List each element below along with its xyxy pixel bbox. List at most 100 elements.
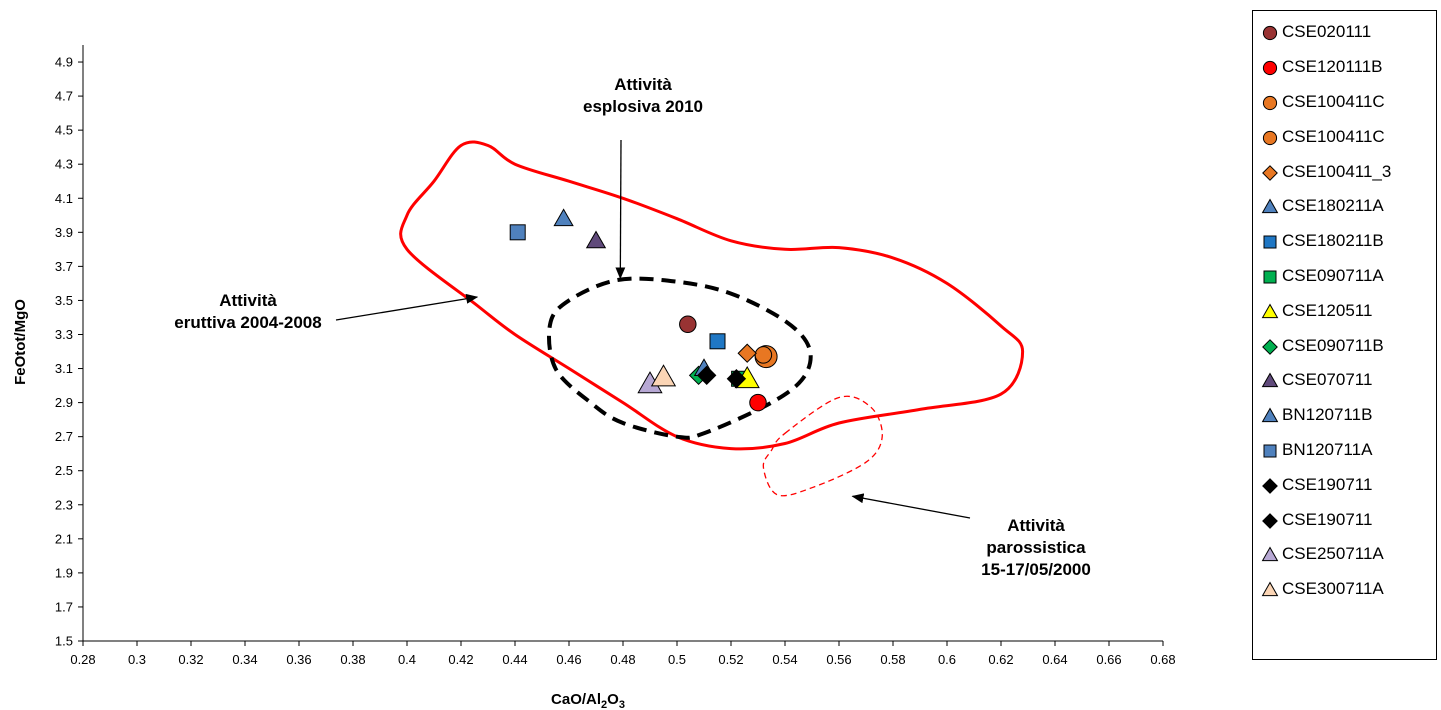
region-eruttiva-2004-2008 (399, 140, 1025, 451)
legend-label: CSE120111B (1282, 57, 1383, 77)
legend-marker (1261, 372, 1279, 388)
legend-label: CSE300711A (1282, 579, 1384, 599)
y-tick-label: 3.9 (55, 225, 73, 240)
x-tick-label: 0.48 (610, 652, 635, 667)
legend-label: CSE180211B (1282, 231, 1384, 251)
legend-label: CSE180211A (1282, 196, 1384, 216)
legend-marker (1262, 61, 1278, 76)
legend-marker (1263, 235, 1277, 249)
legend-item: BN120711B (1253, 398, 1436, 433)
data-point (650, 364, 677, 387)
y-tick-label: 3.3 (55, 327, 73, 342)
data-point (737, 343, 757, 363)
data-point (679, 315, 697, 334)
legend-item: CSE100411_3 (1253, 154, 1436, 189)
legend-label: CSE190711 (1282, 474, 1373, 494)
legend-marker (1261, 581, 1279, 597)
legend-marker (1262, 164, 1278, 181)
legend-item: CSE090711A (1253, 259, 1436, 294)
legend-marker-icon (1262, 477, 1278, 494)
legend-item: CSE020111 (1253, 15, 1436, 50)
legend-marker-icon (1261, 546, 1279, 562)
legend-marker-icon (1262, 512, 1278, 529)
annotation-eruttiva-arrow (335, 293, 479, 321)
legend-label: CSE190711 (1282, 509, 1373, 529)
x-tick-label: 0.62 (988, 652, 1013, 667)
legend-marker-icon (1262, 164, 1278, 181)
y-tick-label: 1.5 (55, 634, 73, 649)
x-tick-label: 0.28 (70, 652, 95, 667)
legend-item: CSE250711A (1253, 537, 1436, 572)
data-point (754, 346, 773, 364)
legend-marker (1262, 26, 1278, 41)
x-tick-label: 0.42 (448, 652, 473, 667)
legend-marker-icon (1263, 444, 1277, 458)
y-tick-label: 4.3 (55, 157, 73, 172)
legend-marker-icon (1262, 338, 1278, 355)
x-tick-label: 0.58 (880, 652, 905, 667)
y-tick-label: 3.5 (55, 293, 73, 308)
x-tick-label: 0.5 (668, 652, 686, 667)
y-tick-label: 2.3 (55, 497, 73, 512)
legend-label: CSE250711A (1282, 544, 1384, 564)
legend-item: BN120711A (1253, 433, 1436, 468)
annotation-eruttiva: Attività eruttiva 2004-2008 (174, 291, 321, 332)
x-tick-label: 0.44 (502, 652, 527, 667)
x-tick-label: 0.34 (232, 652, 257, 667)
legend-marker (1261, 303, 1279, 318)
annotation-esplosiva-arrow (615, 139, 626, 280)
legend-marker (1262, 338, 1278, 355)
legend-item: CSE190711 (1253, 467, 1436, 502)
legend-marker (1262, 512, 1278, 529)
regions-layer (399, 140, 1025, 497)
legend-item: CSE100411C (1253, 119, 1436, 154)
legend-marker (1262, 477, 1278, 494)
x-tick-label: 0.64 (1042, 652, 1067, 667)
data-point (553, 208, 574, 227)
legend-marker-icon (1262, 130, 1278, 145)
legend-marker-icon (1261, 198, 1279, 214)
y-tick-label: 2.7 (55, 429, 73, 444)
legend-marker-icon (1261, 372, 1279, 388)
legend-item: CSE120511 (1253, 293, 1436, 328)
x-tick-label: 0.52 (718, 652, 743, 667)
annotation-parossistica: Attività parossistica 15-17/05/2000 (981, 516, 1091, 579)
y-tick-label: 1.7 (55, 599, 73, 614)
x-tick-label: 0.36 (286, 652, 311, 667)
legend-marker-icon (1261, 407, 1279, 423)
legend-marker (1261, 546, 1279, 562)
legend-item: CSE070711 (1253, 363, 1436, 398)
x-tick-label: 0.66 (1096, 652, 1121, 667)
legend-label: CSE020111 (1282, 22, 1372, 42)
x-tick-label: 0.38 (340, 652, 365, 667)
data-point (509, 224, 526, 241)
y-tick-label: 1.9 (55, 565, 73, 580)
annotations-layer: Attività eruttiva 2004-2008 Attività esplos… (174, 75, 1091, 579)
data-point (749, 393, 767, 412)
annotation-parossistica-arrow (851, 493, 971, 519)
data-point (696, 365, 717, 386)
y-tick-label: 4.1 (55, 191, 73, 206)
legend-item: CSE090711B (1253, 328, 1436, 363)
x-tick-label: 0.54 (772, 652, 797, 667)
legend-marker-icon (1261, 303, 1279, 318)
legend-item: CSE190711 (1253, 502, 1436, 537)
x-tick-label: 0.32 (178, 652, 203, 667)
x-axis-title: CaO/Al2O3 (551, 691, 625, 710)
legend-marker (1262, 130, 1278, 145)
data-point (585, 230, 607, 249)
legend-label: CSE120511 (1282, 300, 1373, 320)
annotation-esplosiva: Attività esplosiva 2010 (583, 75, 703, 116)
y-tick-label: 4.9 (55, 55, 73, 70)
legend-marker (1261, 407, 1279, 423)
legend-marker (1262, 95, 1278, 111)
legend-item: CSE100411C (1253, 85, 1436, 120)
x-tick-label: 0.68 (1150, 652, 1175, 667)
legend-item: CSE180211B (1253, 224, 1436, 259)
legend-label: BN120711B (1282, 405, 1373, 425)
region-parossistica-2000 (762, 395, 883, 497)
legend-marker-icon (1262, 26, 1278, 41)
legend-item: CSE180211A (1253, 189, 1436, 224)
data-point (709, 333, 726, 350)
legend-marker (1261, 198, 1279, 214)
